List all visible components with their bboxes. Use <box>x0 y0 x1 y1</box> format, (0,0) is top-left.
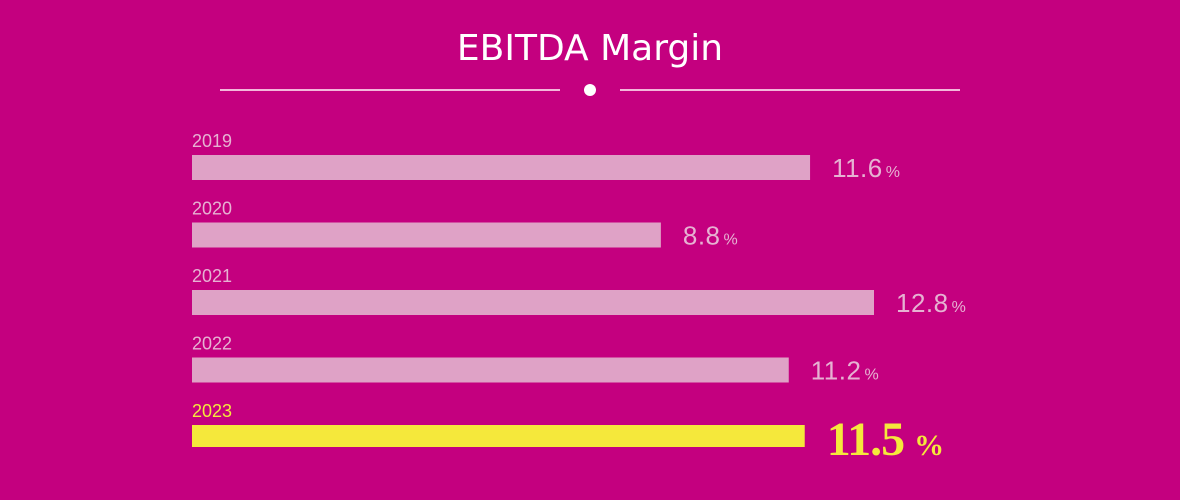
title-divider-dot <box>584 84 596 96</box>
bar <box>192 425 805 447</box>
bar <box>192 155 811 180</box>
year-label: 2019 <box>192 131 232 151</box>
year-label: 2022 <box>192 334 232 354</box>
value-label: 12.8 <box>896 288 949 318</box>
bar <box>192 222 661 248</box>
unit-label: % <box>952 299 966 316</box>
unit-label: % <box>724 232 738 249</box>
year-label: 2021 <box>192 266 232 286</box>
title-divider-left <box>220 89 560 91</box>
unit-label: % <box>914 429 944 462</box>
value-label: 8.8 <box>683 221 721 251</box>
year-label: 2023 <box>192 401 232 421</box>
value-label: 11.2 <box>811 356 862 386</box>
value-label: 11.5 <box>827 413 904 466</box>
chart-title: EBITDA Margin <box>456 28 724 69</box>
unit-label: % <box>886 164 900 181</box>
title-divider-right <box>620 89 960 91</box>
value-label: 11.6 <box>832 153 883 183</box>
year-label: 2020 <box>192 199 232 219</box>
bar <box>192 290 874 315</box>
bar <box>192 357 789 383</box>
unit-label: % <box>864 367 878 384</box>
